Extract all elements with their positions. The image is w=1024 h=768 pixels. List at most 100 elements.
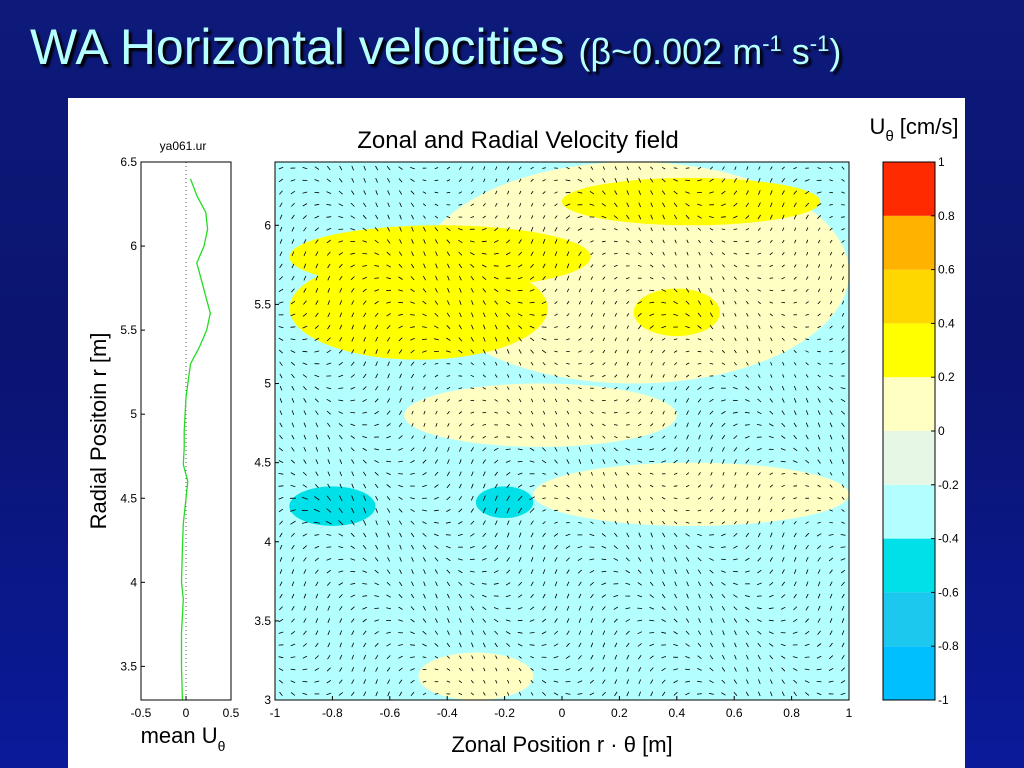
velocity-arrow	[841, 446, 845, 452]
velocity-arrow	[722, 618, 725, 623]
velocity-arrow	[781, 385, 785, 391]
velocity-arrow	[447, 263, 450, 269]
velocity-arrow	[841, 667, 845, 672]
velocity-arrow	[721, 570, 726, 573]
velocity-arrow	[758, 177, 761, 183]
velocity-arrow	[313, 521, 320, 524]
velocity-arrow	[685, 350, 690, 353]
velocity-arrow	[541, 314, 547, 316]
velocity-arrow	[351, 654, 354, 660]
velocity-arrow	[650, 202, 653, 208]
velocity-arrow	[685, 472, 690, 476]
velocity-arrow	[387, 520, 390, 526]
velocity-arrow	[518, 226, 522, 232]
velocity-arrow	[470, 337, 474, 342]
velocity-arrow	[326, 410, 331, 415]
velocity-arrow	[589, 581, 594, 586]
velocity-arrow	[375, 691, 378, 697]
velocity-arrow	[566, 593, 570, 599]
velocity-arrow	[638, 667, 642, 672]
velocity-arrow	[662, 569, 665, 574]
velocity-arrow	[362, 447, 367, 451]
velocity-arrow	[626, 301, 630, 305]
velocity-arrow	[626, 679, 629, 685]
velocity-arrow	[517, 313, 523, 317]
velocity-arrow	[602, 459, 606, 464]
velocity-arrow	[709, 680, 714, 684]
colorbar-bin	[883, 269, 935, 324]
velocity-arrow	[446, 642, 451, 648]
velocity-arrow	[351, 483, 354, 489]
velocity-arrow	[531, 398, 534, 403]
velocity-arrow	[793, 362, 797, 366]
velocity-arrow	[483, 324, 486, 330]
velocity-arrow	[506, 544, 510, 550]
velocity-arrow	[590, 508, 594, 513]
velocity-arrow	[817, 338, 821, 340]
velocity-arrow	[458, 166, 462, 170]
velocity-arrow	[519, 202, 522, 207]
velocity-arrow	[733, 691, 738, 696]
velocity-arrow	[291, 275, 295, 281]
velocity-arrow	[351, 679, 355, 684]
velocity-arrow	[649, 667, 654, 672]
velocity-arrow	[362, 583, 368, 585]
velocity-arrow	[351, 495, 355, 502]
contour-region	[533, 462, 849, 526]
velocity-arrow	[793, 473, 798, 475]
velocity-arrow	[602, 374, 606, 378]
velocity-arrow	[709, 546, 714, 548]
velocity-arrow	[685, 203, 690, 207]
velocity-arrow	[302, 215, 307, 219]
velocity-arrow	[661, 337, 666, 341]
velocity-arrow	[446, 410, 450, 415]
velocity-arrow	[566, 386, 570, 390]
velocity-arrow	[733, 252, 738, 255]
velocity-arrow	[638, 214, 642, 220]
velocity-arrow	[733, 228, 738, 230]
velocity-arrow	[637, 582, 642, 586]
velocity-arrow	[614, 313, 617, 317]
velocity-arrow	[290, 313, 296, 317]
velocity-arrow	[709, 398, 714, 403]
velocity-arrow	[411, 544, 414, 550]
velocity-arrow	[817, 313, 821, 317]
velocity-arrow	[315, 605, 319, 611]
velocity-arrow	[446, 483, 451, 489]
velocity-arrow	[470, 618, 474, 623]
velocity-arrow	[507, 679, 510, 684]
velocity-arrow	[518, 398, 522, 403]
velocity-arrow	[709, 216, 714, 218]
velocity-arrow	[362, 214, 367, 220]
velocity-arrow	[566, 557, 570, 562]
velocity-arrow	[565, 533, 571, 537]
velocity-arrow	[363, 190, 367, 195]
velocity-arrow	[279, 251, 283, 257]
velocity-arrow	[614, 508, 617, 513]
velocity-arrow	[542, 203, 546, 207]
velocity-arrow	[314, 386, 320, 390]
velocity-arrow	[638, 520, 641, 525]
velocity-arrow	[470, 423, 475, 427]
velocity-arrow	[505, 289, 511, 292]
velocity-arrow	[541, 679, 547, 684]
velocity-arrow	[434, 509, 439, 512]
velocity-arrow	[769, 484, 773, 488]
velocity-arrow	[661, 485, 666, 487]
colorbar-labels: 10.80.60.40.20-0.2-0.4-0.6-0.8-1	[931, 155, 959, 707]
velocity-arrow	[495, 655, 498, 659]
velocity-arrow	[805, 434, 809, 440]
velocity-arrow	[518, 544, 522, 550]
velocity-arrow	[279, 422, 283, 428]
velocity-arrow	[649, 655, 654, 659]
velocity-arrow	[554, 593, 558, 599]
velocity-arrow	[338, 692, 343, 696]
velocity-arrow	[781, 532, 785, 538]
velocity-arrow	[399, 385, 402, 391]
velocity-arrow	[805, 350, 809, 353]
velocity-arrow	[734, 349, 737, 354]
velocity-arrow	[495, 679, 498, 684]
velocity-arrow	[614, 642, 618, 648]
velocity-arrow	[602, 496, 605, 501]
velocity-arrow	[507, 667, 510, 672]
